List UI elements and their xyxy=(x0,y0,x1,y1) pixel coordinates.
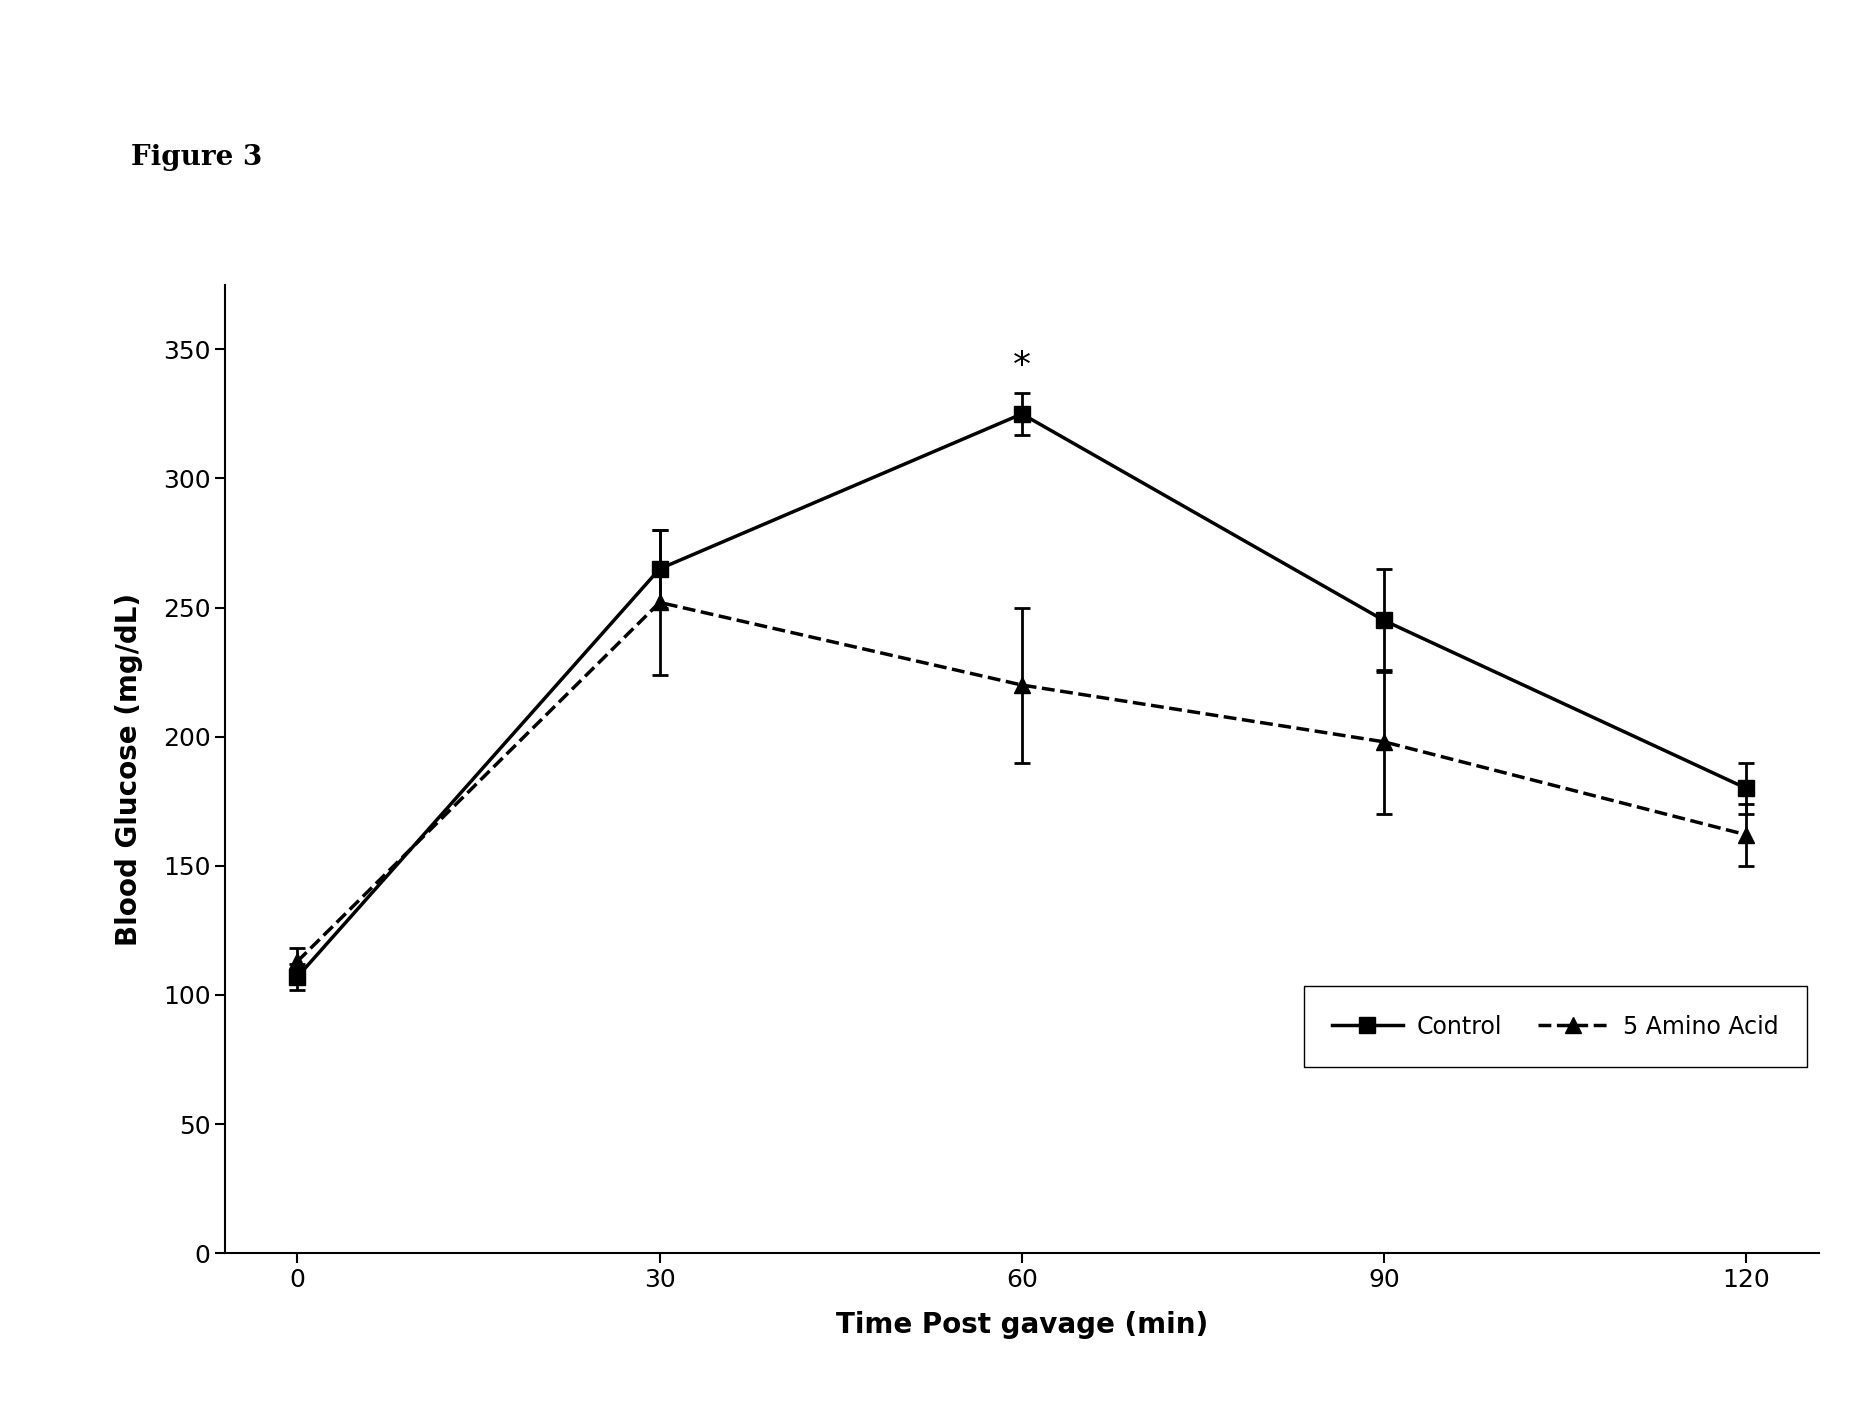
Y-axis label: Blood Glucose (mg/dL): Blood Glucose (mg/dL) xyxy=(114,592,142,946)
Text: *: * xyxy=(1013,349,1031,383)
X-axis label: Time Post gavage (min): Time Post gavage (min) xyxy=(836,1312,1208,1339)
Legend: Control, 5 Amino Acid: Control, 5 Amino Acid xyxy=(1303,987,1808,1067)
Text: Figure 3: Figure 3 xyxy=(131,144,262,171)
